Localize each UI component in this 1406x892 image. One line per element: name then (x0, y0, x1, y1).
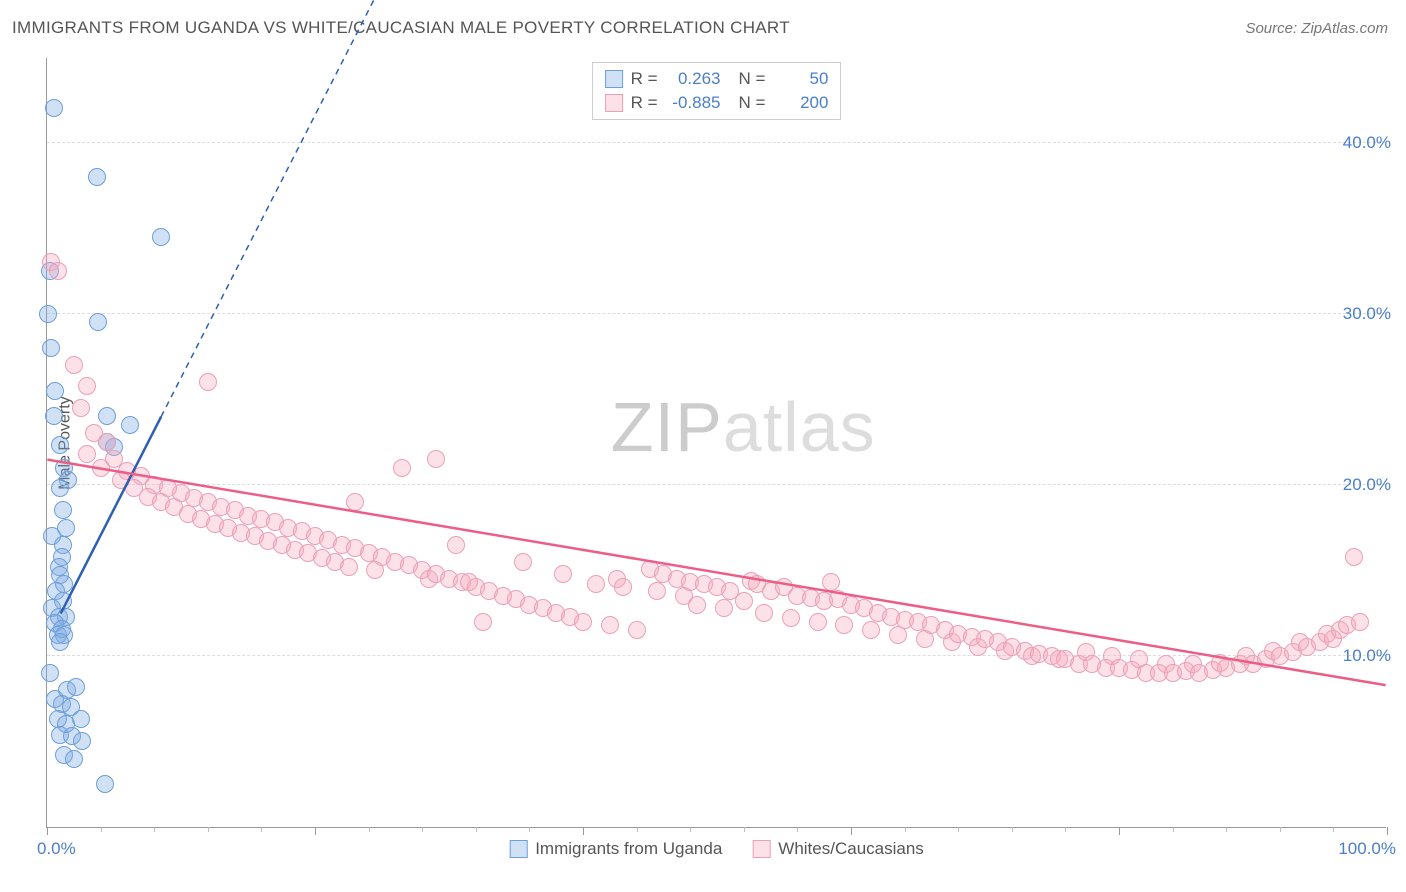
x-axis-max-label: 100.0% (1338, 839, 1396, 859)
legend-swatch (509, 840, 527, 858)
n-value: 200 (773, 93, 828, 113)
r-label: R = (631, 93, 658, 113)
x-tick-minor (529, 827, 530, 832)
trend-line (61, 417, 161, 614)
x-tick-minor (261, 827, 262, 832)
x-tick-minor (1226, 827, 1227, 832)
x-tick-minor (208, 827, 209, 832)
n-label: N = (739, 93, 766, 113)
x-tick-minor (1173, 827, 1174, 832)
trend-line-dashed (161, 0, 449, 417)
x-tick-major (583, 827, 584, 835)
chart-container: IMMIGRANTS FROM UGANDA VS WHITE/CAUCASIA… (0, 0, 1406, 892)
legend-stat-row: R = 0.263 N = 50 (605, 67, 829, 91)
r-value: -0.885 (666, 93, 721, 113)
x-tick-minor (101, 827, 102, 832)
x-tick-minor (1012, 827, 1013, 832)
legend-swatch (605, 94, 623, 112)
x-tick-minor (1280, 827, 1281, 832)
x-tick-major (1387, 827, 1388, 835)
x-tick-minor (637, 827, 638, 832)
legend-swatch (752, 840, 770, 858)
legend-label: Whites/Caucasians (778, 839, 924, 859)
x-tick-minor (1065, 827, 1066, 832)
legend-item: Whites/Caucasians (752, 839, 924, 859)
x-tick-minor (690, 827, 691, 832)
legend-stat-row: R = -0.885 N = 200 (605, 91, 829, 115)
legend-label: Immigrants from Uganda (535, 839, 722, 859)
legend-swatch (605, 70, 623, 88)
x-tick-minor (369, 827, 370, 832)
source-label: Source: ZipAtlas.com (1245, 20, 1388, 37)
x-tick-major (315, 827, 316, 835)
x-tick-minor (154, 827, 155, 832)
chart-title: IMMIGRANTS FROM UGANDA VS WHITE/CAUCASIA… (12, 18, 790, 38)
x-tick-minor (905, 827, 906, 832)
x-tick-minor (958, 827, 959, 832)
x-axis-min-label: 0.0% (37, 839, 76, 859)
x-tick-minor (744, 827, 745, 832)
x-tick-minor (422, 827, 423, 832)
correlation-legend: R = 0.263 N = 50 R = -0.885 N = 200 (592, 62, 842, 120)
trend-line (47, 460, 1385, 686)
r-value: 0.263 (666, 69, 721, 89)
x-tick-major (1119, 827, 1120, 835)
plot-area: ZIPatlas Male Poverty R =0.263N =50R =-0… (46, 58, 1386, 828)
legend-item: Immigrants from Uganda (509, 839, 722, 859)
x-tick-minor (1333, 827, 1334, 832)
series-legend: Immigrants from Uganda Whites/Caucasians (509, 839, 924, 859)
x-tick-major (851, 827, 852, 835)
n-label: N = (739, 69, 766, 89)
x-tick-minor (476, 827, 477, 832)
trend-lines-layer (47, 58, 1386, 827)
x-tick-minor (797, 827, 798, 832)
x-tick-major (47, 827, 48, 835)
n-value: 50 (773, 69, 828, 89)
r-label: R = (631, 69, 658, 89)
